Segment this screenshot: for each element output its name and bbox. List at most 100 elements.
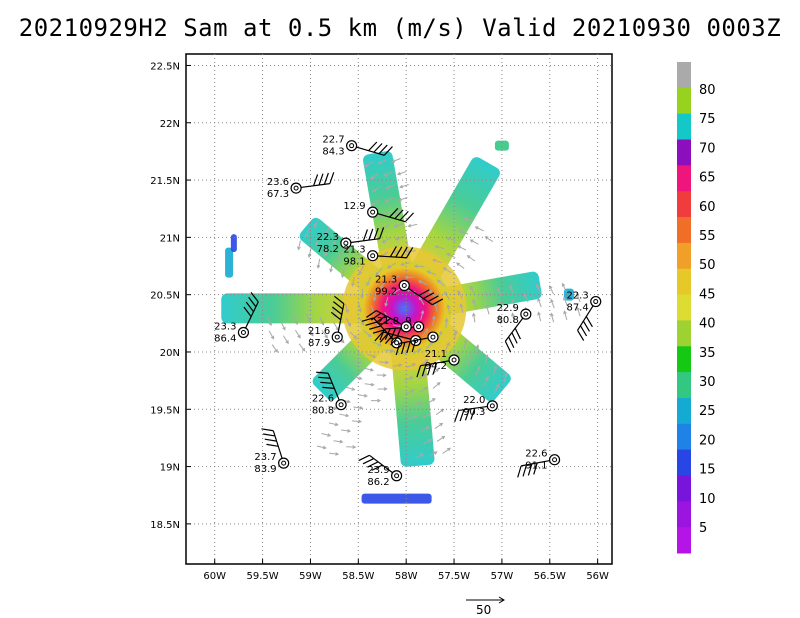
- station-marker-outer: [367, 250, 379, 262]
- wind-vector-head: [433, 451, 438, 455]
- wind-vector: [353, 406, 363, 409]
- wind-barb-staff: [399, 336, 434, 344]
- wind-vector-head: [431, 315, 436, 320]
- wind-vector: [535, 284, 541, 294]
- wind-vector: [498, 301, 503, 311]
- wind-vector: [550, 313, 555, 323]
- station-marker-inner: [370, 253, 376, 259]
- wind-barb-flag: [329, 172, 335, 184]
- wind-barb-flag: [370, 312, 382, 321]
- wind-barb-flag: [585, 316, 593, 328]
- station-value-bottom: 67.3: [267, 189, 289, 200]
- wind-vector: [434, 302, 438, 312]
- wind-vector: [314, 218, 319, 228]
- wind-vector: [537, 298, 542, 308]
- station-value-top: 22.6: [312, 394, 334, 405]
- wind-vector: [352, 375, 362, 380]
- wind-vector-head: [413, 415, 418, 419]
- station-marker-inner: [416, 324, 422, 330]
- station-marker-inner: [489, 403, 495, 409]
- wind-barb-flag: [333, 301, 344, 310]
- wind-barb-flag: [423, 292, 435, 300]
- wind-barb-flag: [373, 143, 383, 153]
- wind-vector-head: [380, 285, 384, 289]
- wind-vector-head: [417, 280, 422, 284]
- wind-vector-head: [359, 406, 364, 410]
- wind-vector: [412, 348, 421, 355]
- station-marker-inner: [552, 457, 558, 463]
- wind-vector-head: [550, 298, 554, 303]
- wind-vector: [345, 386, 355, 391]
- wind-vector: [464, 218, 474, 222]
- station-19: 23.783.9: [254, 428, 290, 475]
- wind-vector: [366, 353, 376, 358]
- lat-tick-label: 21.5N: [150, 176, 180, 187]
- wind-vector-head: [472, 312, 476, 317]
- wind-vector: [373, 291, 377, 301]
- wind-vector: [339, 413, 349, 417]
- wind-vector: [432, 259, 442, 264]
- wind-vector: [370, 173, 379, 179]
- radar-patch: [225, 247, 234, 278]
- wind-vector-head: [456, 350, 460, 355]
- lon-tick-label: 58W: [395, 571, 418, 582]
- wind-vector-head: [392, 250, 397, 254]
- wind-vector-head: [348, 262, 353, 267]
- wind-barb-flag: [400, 246, 408, 258]
- station-6: 21.399.2: [375, 275, 444, 306]
- wind-vector-head: [381, 239, 386, 244]
- station-value-bottom: 99.2: [375, 287, 397, 298]
- wind-barb-staff: [420, 359, 455, 367]
- wind-barb-flag: [263, 433, 276, 437]
- wind-barb-flag: [427, 363, 432, 376]
- wind-vector: [483, 376, 489, 386]
- wind-vector-head: [563, 296, 567, 301]
- wind-vector-head: [375, 271, 380, 276]
- wind-barb-flag: [358, 454, 370, 462]
- wind-vector-head: [497, 314, 502, 319]
- wind-vector: [418, 296, 425, 305]
- station-value-bottom: 80.8: [312, 406, 334, 417]
- wind-vector-head: [484, 291, 488, 296]
- wind-vector: [475, 366, 481, 376]
- station-15: 23.386.4: [214, 291, 259, 344]
- colorbar-label: 40: [699, 317, 716, 332]
- wind-barb-flag: [245, 301, 255, 313]
- wind-barb-flag: [266, 443, 279, 447]
- wind-vector-head: [509, 284, 513, 289]
- station-value-top: 21.3: [343, 245, 365, 256]
- wind-barb-flag: [330, 311, 342, 321]
- wind-vector: [330, 262, 334, 272]
- wind-barb-flag: [432, 362, 438, 375]
- station-marker-inner: [343, 240, 349, 246]
- wind-vector-head: [442, 267, 447, 271]
- lat-tick-label: 20.5N: [150, 291, 180, 302]
- wind-barb-flag: [384, 334, 394, 345]
- wind-barb-flag: [320, 381, 333, 384]
- wind-barb-flag: [368, 228, 374, 241]
- wind-vector: [353, 358, 362, 364]
- station-1: 22.784.3: [322, 135, 393, 158]
- wind-vector-head: [274, 348, 278, 353]
- station-value-bottom: 80.8: [497, 315, 519, 326]
- station-marker-inner: [403, 324, 409, 330]
- station-value-top: 9: [405, 316, 411, 327]
- wind-barb-flag: [365, 321, 378, 326]
- wind-vector: [341, 429, 351, 432]
- wind-vector: [321, 433, 331, 437]
- wind-vector: [401, 262, 411, 266]
- wind-vector-head: [345, 309, 350, 314]
- wind-vector: [576, 293, 581, 303]
- wind-vector-head: [334, 422, 339, 427]
- wind-vector: [351, 420, 361, 423]
- wind-vector: [271, 344, 278, 353]
- wind-vector: [445, 318, 448, 328]
- wind-vector-head: [322, 445, 327, 450]
- wind-vector: [351, 276, 355, 286]
- wind-vector-head: [458, 230, 463, 234]
- wind-barb-flag: [361, 317, 374, 322]
- station-marker-outer: [290, 182, 302, 194]
- wind-vector: [366, 276, 372, 286]
- wind-vector-head: [370, 202, 375, 206]
- wind-vector-head: [561, 282, 566, 287]
